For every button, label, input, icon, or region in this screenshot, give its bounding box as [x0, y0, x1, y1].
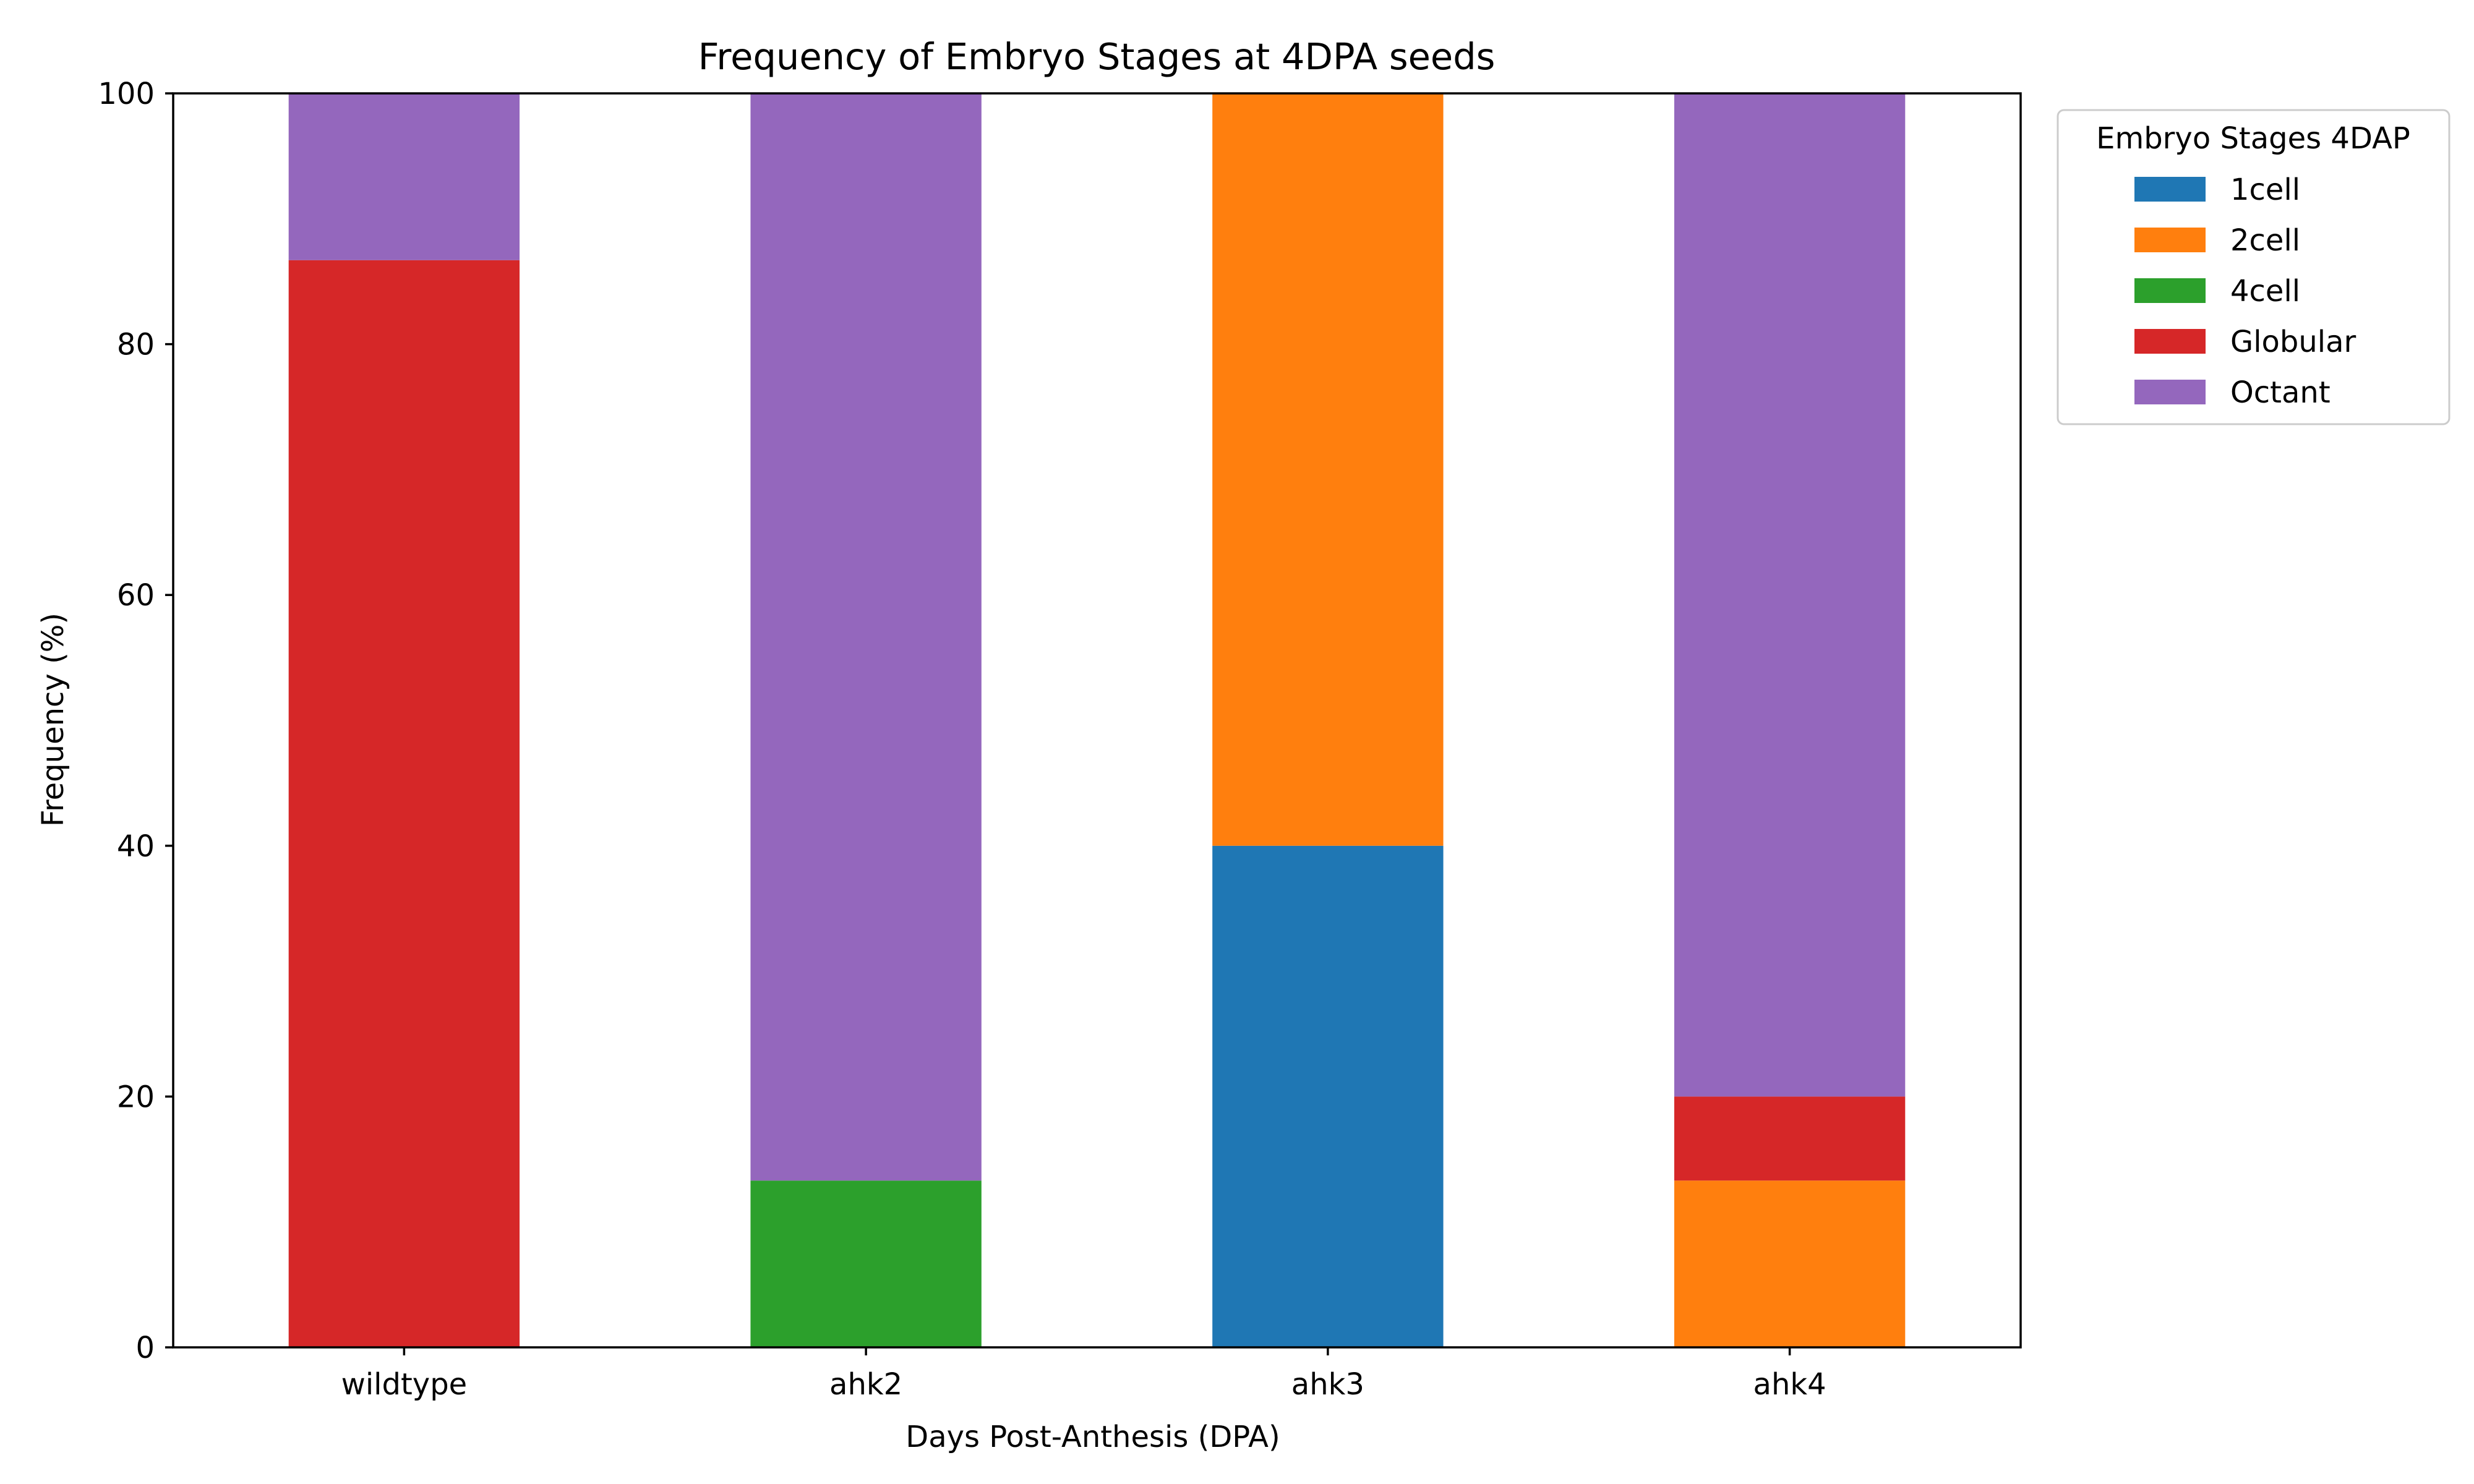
bars-layer — [288, 93, 1906, 1347]
x-tick-label: ahk4 — [1753, 1367, 1826, 1402]
y-tick-label: 60 — [117, 578, 155, 613]
legend-items: 1cell 2cell 4cell Globular Octant — [2134, 173, 2356, 410]
legend-swatch-octant — [2134, 380, 2206, 404]
x-tick-label: ahk2 — [829, 1367, 902, 1402]
legend-title: Embryo Stages 4DAP — [2096, 121, 2410, 156]
legend-swatch-4cell — [2134, 278, 2206, 303]
bar-ahk2-octant — [750, 93, 982, 1181]
plot-frame — [172, 92, 2022, 1349]
bar-ahk4-globular — [1674, 1096, 1906, 1181]
y-tick-label: 80 — [117, 328, 155, 362]
bar-wildtype-globular — [288, 260, 520, 1347]
bar-ahk3-2cell — [1212, 93, 1444, 846]
x-axis-label: Days Post-Anthesis (DPA) — [905, 1420, 1280, 1454]
legend-swatch-1cell — [2134, 177, 2206, 202]
legend-label: 4cell — [2230, 274, 2300, 309]
legend-label: Octant — [2230, 375, 2331, 410]
legend-label: Globular — [2230, 325, 2356, 359]
bar-ahk2-4cell — [750, 1180, 982, 1347]
y-tick-label: 100 — [98, 77, 155, 111]
y-tick-label: 20 — [117, 1080, 155, 1114]
legend-swatch-2cell — [2134, 228, 2206, 252]
y-axis-label: Frequency (%) — [36, 613, 71, 827]
x-tick-label: ahk3 — [1291, 1367, 1364, 1402]
legend-swatch-globular — [2134, 329, 2206, 354]
bar-ahk4-2cell — [1674, 1180, 1906, 1347]
y-tick-label: 40 — [117, 829, 155, 864]
x-axis: wildtype ahk2 ahk3 ahk4 — [341, 1347, 1826, 1402]
y-axis: 0 20 40 60 80 100 — [98, 77, 173, 1365]
bar-ahk3-1cell — [1212, 845, 1444, 1347]
x-tick-label: wildtype — [341, 1367, 468, 1402]
bar-wildtype-octant — [288, 93, 520, 260]
legend-label: 2cell — [2230, 223, 2300, 258]
bar-ahk4-octant — [1674, 93, 1906, 1097]
chart-title: Frequency of Embryo Stages at 4DPA seeds — [698, 35, 1496, 78]
legend-label: 1cell — [2230, 173, 2300, 207]
y-tick-label: 0 — [135, 1331, 155, 1365]
legend: Embryo Stages 4DAP 1cell 2cell 4cell Globul… — [2057, 109, 2450, 425]
